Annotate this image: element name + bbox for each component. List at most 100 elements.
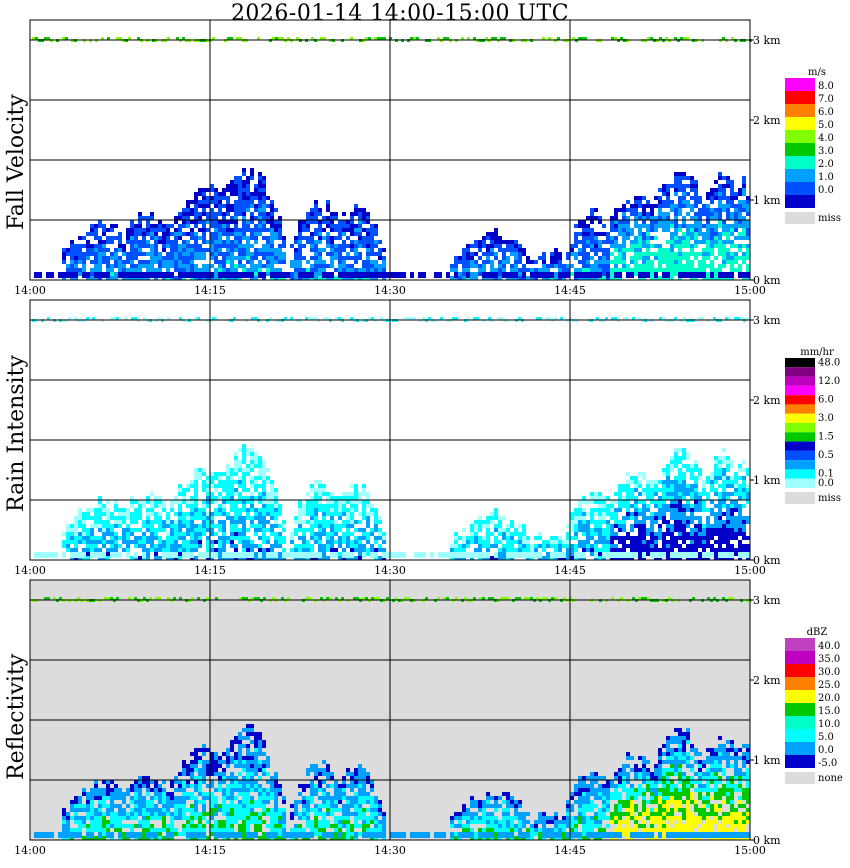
echo-cell — [354, 212, 358, 216]
echo-cell — [226, 496, 230, 500]
echo-cell — [638, 520, 642, 524]
echo-cell — [622, 204, 626, 208]
echo-cell — [682, 476, 686, 480]
surface-echo-cell — [318, 552, 322, 558]
echo-cell — [702, 224, 706, 228]
echo-cell — [358, 232, 362, 236]
echo-cell — [90, 812, 94, 816]
echo-cell — [682, 508, 686, 512]
echo-cell — [722, 488, 726, 492]
echo-cell — [206, 544, 210, 548]
echo-cell — [310, 484, 314, 488]
echo-cell — [670, 524, 674, 528]
echo-cell — [514, 240, 518, 244]
echo-cell — [90, 796, 94, 800]
surface-echo-cell — [294, 552, 298, 558]
speckle-cell — [335, 317, 338, 320]
surface-echo-cell — [62, 272, 66, 278]
echo-cell — [678, 496, 682, 500]
echo-cell — [518, 244, 522, 248]
echo-cell — [490, 248, 494, 252]
echo-cell — [130, 260, 134, 264]
echo-cell — [542, 544, 546, 548]
echo-cell — [690, 252, 694, 256]
echo-cell — [146, 780, 150, 784]
echo-cell — [150, 256, 154, 260]
echo-cell — [262, 500, 266, 504]
legend-swatch — [785, 413, 815, 423]
echo-cell — [174, 252, 178, 256]
echo-cell — [354, 556, 358, 560]
echo-cell — [346, 236, 350, 240]
echo-cell — [170, 264, 174, 268]
echo-cell — [166, 252, 170, 256]
echo-cell — [210, 236, 214, 240]
echo-cell — [258, 456, 262, 460]
echo-cell — [186, 548, 190, 552]
echo-cell — [698, 492, 702, 496]
echo-cell — [598, 244, 602, 248]
surface-echo-cell — [186, 272, 190, 278]
echo-cell — [230, 232, 234, 236]
echo-cell — [482, 244, 486, 248]
echo-cell — [678, 180, 682, 184]
echo-cell — [714, 504, 718, 508]
echo-cell — [602, 248, 606, 252]
echo-cell — [642, 548, 646, 552]
echo-cell — [502, 260, 506, 264]
echo-cell — [274, 544, 278, 548]
echo-cell — [666, 488, 670, 492]
echo-cell — [218, 496, 222, 500]
echo-cell — [610, 508, 614, 512]
echo-cell — [258, 192, 262, 196]
echo-cell — [246, 176, 250, 180]
echo-cell — [230, 520, 234, 524]
surface-echo-cell — [94, 552, 98, 558]
echo-cell — [506, 248, 510, 252]
echo-cell — [502, 252, 506, 256]
echo-cell — [110, 512, 114, 516]
echo-cell — [614, 500, 618, 504]
echo-cell — [742, 504, 746, 508]
echo-cell — [278, 512, 282, 516]
echo-cell — [638, 484, 642, 488]
echo-cell — [542, 264, 546, 268]
echo-cell — [658, 200, 662, 204]
echo-cell — [298, 232, 302, 236]
surface-echo-cell — [454, 552, 458, 558]
echo-cell — [182, 256, 186, 260]
echo-cell — [350, 524, 354, 528]
echo-cell — [218, 260, 222, 264]
echo-cell — [250, 508, 254, 512]
speckle-cell — [176, 37, 179, 40]
echo-cell — [730, 516, 734, 520]
echo-cell — [270, 244, 274, 248]
echo-cell — [262, 488, 266, 492]
echo-cell — [202, 480, 206, 484]
echo-cell — [266, 480, 270, 484]
surface-echo-cell — [270, 552, 274, 558]
echo-cell — [258, 520, 262, 524]
echo-cell — [126, 516, 130, 520]
echo-cell — [694, 516, 698, 520]
echo-cell — [306, 228, 310, 232]
echo-cell — [506, 524, 510, 528]
echo-cell — [314, 520, 318, 524]
echo-cell — [738, 464, 742, 468]
echo-cell — [266, 240, 270, 244]
echo-cell — [478, 544, 482, 548]
echo-cell — [718, 172, 722, 176]
legend-swatch — [785, 376, 815, 386]
echo-cell — [190, 496, 194, 500]
echo-cell — [262, 252, 266, 256]
speckle-cell — [473, 37, 476, 40]
echo-cell — [230, 544, 234, 548]
echo-cell — [638, 248, 642, 252]
echo-cell — [78, 828, 82, 832]
echo-cell — [654, 224, 658, 228]
echo-cell — [694, 524, 698, 528]
echo-cell — [274, 492, 278, 496]
echo-cell — [486, 524, 490, 528]
speckle-cell — [728, 317, 731, 320]
echo-cell — [622, 528, 626, 532]
